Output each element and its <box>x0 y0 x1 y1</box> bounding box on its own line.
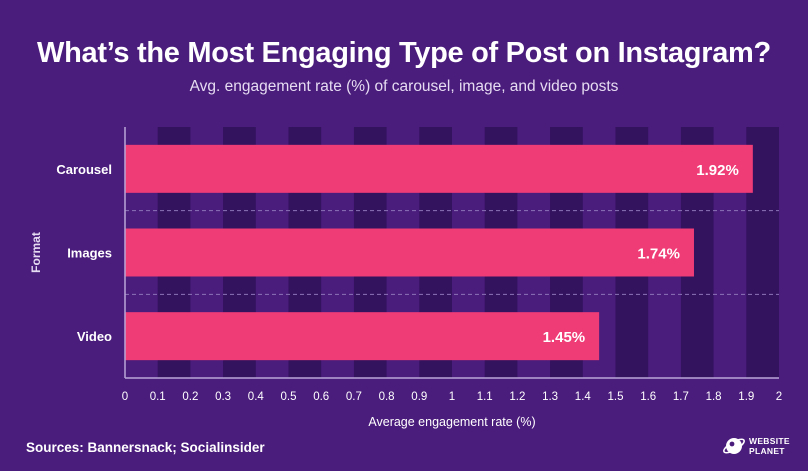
chart-title: What’s the Most Engaging Type of Post on… <box>37 37 771 69</box>
x-tick-label: 0 <box>122 391 128 403</box>
x-tick-label: 0.4 <box>248 391 265 403</box>
x-tick-label: 1.1 <box>477 391 493 403</box>
source-note: Sources: Bannersnack; Socialinsider <box>26 440 265 455</box>
y-axis-title: Format <box>29 232 43 273</box>
x-tick-label: 0.8 <box>379 391 395 403</box>
x-tick-label: 1.8 <box>706 391 722 403</box>
x-tick-label: 1.3 <box>542 391 558 403</box>
x-tick-label: 2 <box>776 391 782 403</box>
planet-icon <box>723 438 745 454</box>
x-tick-label: 1.7 <box>673 391 689 403</box>
x-tick-label: 1.9 <box>738 391 754 403</box>
bar-carousel <box>125 144 753 193</box>
x-tick-label: 0.5 <box>281 391 297 403</box>
x-tick-label: 1.2 <box>509 391 525 403</box>
x-tick-label: 1.6 <box>640 391 656 403</box>
brand-name: WEBSITE PLANET <box>749 436 790 456</box>
x-tick-label: 0.2 <box>182 391 198 403</box>
x-tick-label: 0.6 <box>313 391 329 403</box>
brand-logo: WEBSITE PLANET <box>722 432 792 460</box>
category-label: Video <box>77 329 112 344</box>
x-tick-label: 0.3 <box>215 391 231 403</box>
bar-video <box>125 312 600 361</box>
chart-subtitle: Avg. engagement rate (%) of carousel, im… <box>189 78 619 95</box>
x-tick-label: 1.5 <box>608 391 624 403</box>
bar-value-label: 1.92% <box>696 162 739 179</box>
category-label: Carousel <box>56 162 112 177</box>
bar-images <box>125 228 694 277</box>
category-label: Images <box>67 246 112 261</box>
x-tick-label: 1 <box>449 391 455 403</box>
x-axis-title: Average engagement rate (%) <box>368 415 535 429</box>
x-tick-label: 0.7 <box>346 391 362 403</box>
x-tick-label: 0.9 <box>411 391 427 403</box>
bar-value-label: 1.45% <box>543 329 586 346</box>
x-tick-label: 1.4 <box>575 391 592 403</box>
x-tick-label: 0.1 <box>150 391 166 403</box>
bar-value-label: 1.74% <box>637 246 680 263</box>
